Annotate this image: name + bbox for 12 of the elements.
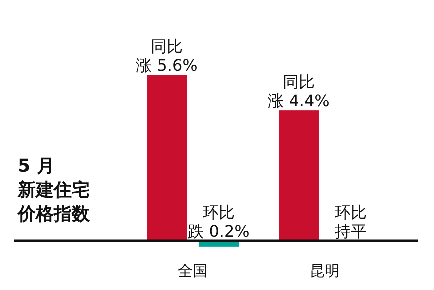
data-label: 涨 4.4% xyxy=(268,92,330,111)
text: 5 月 xyxy=(18,156,55,177)
data-label: 涨 5.6% xyxy=(136,56,198,75)
text: 同比 xyxy=(283,72,316,92)
series-label: 同比 xyxy=(151,37,184,56)
data-label: 持平 xyxy=(334,222,367,241)
x-tick-label: 昆明 xyxy=(310,262,340,280)
data-label: 跌 0.2% xyxy=(188,222,250,241)
x-tick-label: 全国 xyxy=(178,262,208,280)
text: 新建住宅价格指数 xyxy=(17,180,91,225)
text: 环比 xyxy=(202,203,235,222)
series-label: 环比 xyxy=(334,203,367,222)
